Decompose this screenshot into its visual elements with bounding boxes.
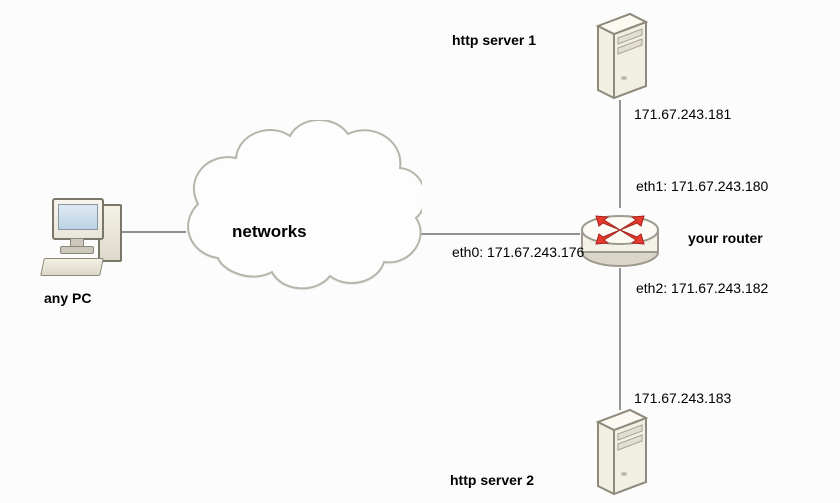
eth2-label: eth2: 171.67.243.182 — [636, 280, 768, 296]
server1-ip: 171.67.243.181 — [634, 106, 731, 122]
router-icon — [576, 202, 664, 276]
server1-label: http server 1 — [452, 32, 536, 48]
node-cloud — [172, 120, 422, 310]
cloud-label: networks — [232, 222, 307, 242]
node-router — [576, 202, 664, 272]
node-server2 — [584, 404, 654, 500]
server-icon — [584, 404, 654, 500]
eth1-label: eth1: 171.67.243.180 — [636, 178, 768, 194]
pc-label: any PC — [44, 290, 91, 306]
router-label: your router — [688, 230, 763, 246]
server2-ip: 171.67.243.183 — [634, 390, 731, 406]
cloud-icon — [188, 120, 422, 288]
node-server1 — [584, 8, 654, 104]
node-pc — [42, 198, 120, 288]
pc-monitor-icon — [52, 198, 104, 240]
network-diagram: any PC networks your router — [0, 0, 840, 503]
server-icon — [584, 8, 654, 104]
eth0-label: eth0: 171.67.243.176 — [452, 244, 584, 260]
pc-keyboard-icon — [40, 258, 104, 276]
server2-label: http server 2 — [450, 472, 534, 488]
